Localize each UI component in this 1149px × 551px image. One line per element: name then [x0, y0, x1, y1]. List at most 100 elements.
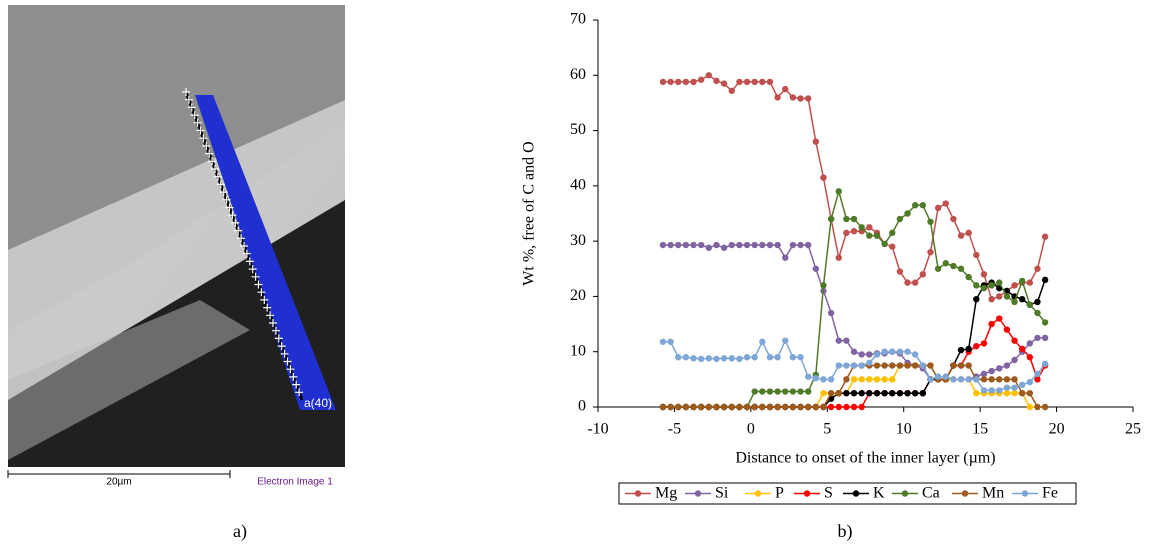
data-point — [911, 389, 919, 397]
data-point — [782, 337, 789, 344]
y-tick-label: 50 — [570, 121, 586, 138]
x-tick-label: 5 — [823, 421, 831, 438]
data-point — [973, 251, 980, 259]
data-point — [697, 76, 705, 83]
marker-label: a(40) — [304, 396, 332, 410]
y-tick-label: 40 — [570, 177, 586, 194]
data-point — [843, 403, 850, 411]
y-tick-label: 60 — [570, 66, 586, 83]
x-tick-label: 10 — [896, 421, 912, 438]
data-point — [988, 367, 995, 375]
data-point — [789, 388, 797, 395]
x-tick-label: -10 — [587, 421, 608, 438]
data-point — [804, 241, 812, 249]
data-point — [659, 403, 667, 411]
data-point — [705, 244, 713, 251]
data-point — [690, 355, 697, 362]
data-point — [667, 241, 674, 249]
data-point — [1026, 389, 1034, 397]
data-point — [774, 403, 781, 411]
data-point — [1034, 376, 1041, 383]
data-point — [889, 348, 896, 355]
data-point — [797, 354, 804, 361]
legend: Mg Si P S K Ca Mn Fe — [618, 482, 1077, 505]
data-point — [675, 403, 682, 411]
data-point — [697, 241, 705, 249]
scan-cross — [248, 265, 257, 274]
legend-marker — [901, 490, 909, 497]
data-point — [682, 403, 690, 411]
y-tick-label: 70 — [570, 11, 586, 28]
scan-cross — [283, 357, 292, 366]
scan-cross — [211, 165, 219, 173]
data-point — [782, 254, 789, 261]
data-point — [950, 215, 957, 223]
data-point — [850, 389, 858, 397]
data-point — [667, 403, 674, 411]
data-point — [858, 362, 865, 369]
data-point — [797, 241, 804, 249]
data-point — [904, 210, 911, 217]
data-point — [919, 362, 927, 369]
data-point — [927, 218, 934, 225]
panel-label: a) — [233, 521, 247, 542]
data-point — [881, 240, 888, 248]
data-point — [988, 387, 995, 394]
data-point — [774, 94, 781, 101]
data-point — [797, 388, 804, 395]
scan-cross — [263, 303, 272, 312]
data-point — [1026, 354, 1034, 361]
data-point — [942, 373, 949, 380]
scan-cross — [190, 111, 199, 120]
data-point — [690, 403, 697, 411]
data-point — [843, 389, 850, 397]
data-point — [1011, 298, 1018, 306]
scan-cross — [187, 103, 196, 112]
data-point — [957, 232, 965, 239]
legend-marker — [1021, 490, 1029, 497]
data-point — [850, 227, 858, 235]
data-point — [690, 78, 697, 86]
data-point — [827, 215, 835, 223]
scan-cross — [234, 226, 243, 235]
data-point — [911, 202, 919, 209]
data-point — [957, 376, 965, 383]
data-point — [866, 376, 873, 383]
data-point — [911, 351, 919, 358]
data-point — [759, 338, 766, 345]
data-point — [659, 241, 667, 249]
scan-markers — [182, 88, 304, 397]
scan-cross — [199, 134, 208, 143]
data-point — [713, 403, 720, 411]
data-point — [996, 315, 1003, 322]
scan-cross — [216, 180, 225, 189]
legend-label: Mg — [655, 485, 677, 502]
data-point — [850, 215, 858, 223]
data-point — [843, 229, 850, 237]
data-point — [843, 362, 850, 369]
data-point — [820, 403, 827, 411]
data-point — [957, 346, 965, 354]
data-point — [835, 254, 842, 261]
data-point — [1041, 403, 1049, 411]
scan-cross — [205, 149, 214, 158]
data-point — [789, 403, 797, 411]
data-point — [835, 337, 842, 344]
data-point — [774, 388, 781, 395]
scan-cross — [242, 249, 251, 258]
data-point — [759, 78, 766, 86]
data-point — [973, 282, 980, 289]
data-point — [980, 387, 988, 394]
data-point — [988, 376, 995, 383]
data-point — [904, 348, 911, 355]
data-point — [682, 241, 690, 249]
data-point — [827, 403, 835, 411]
data-point — [736, 241, 743, 249]
data-point — [1034, 298, 1041, 306]
data-point — [911, 279, 919, 286]
scan-cross — [269, 319, 277, 327]
data-point — [973, 376, 980, 383]
data-point — [889, 389, 896, 397]
data-point — [996, 365, 1003, 372]
